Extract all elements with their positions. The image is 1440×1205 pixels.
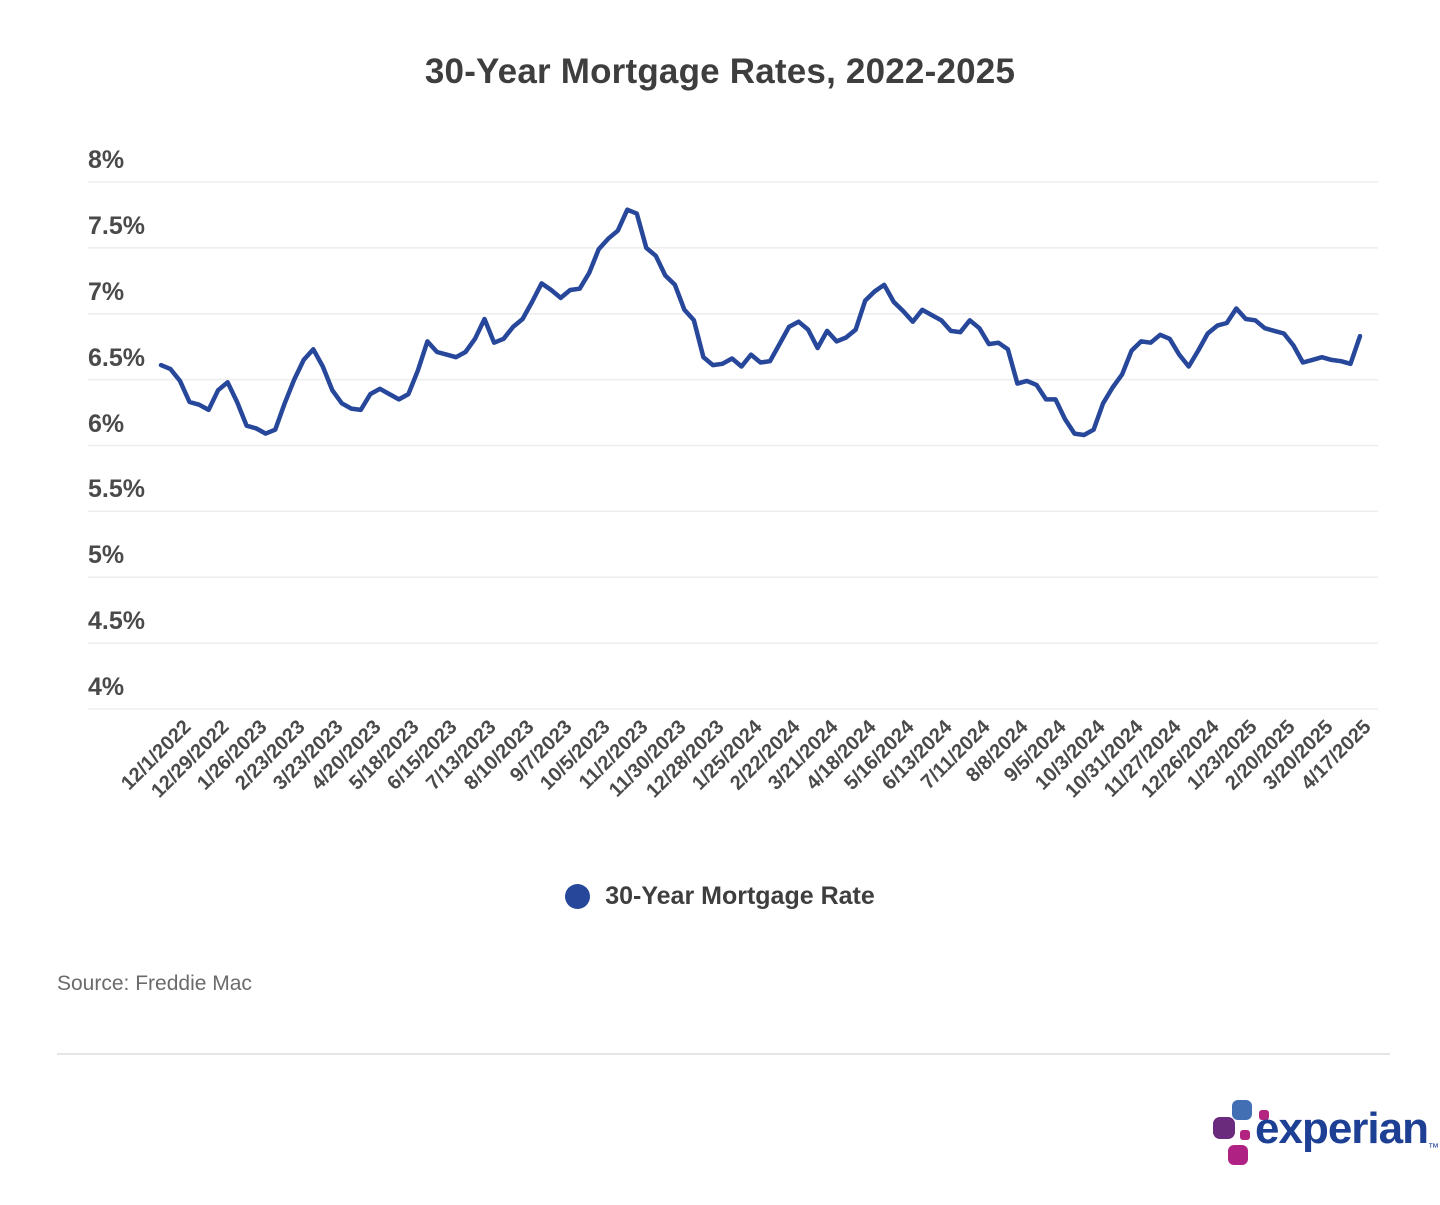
legend: 30-Year Mortgage Rate — [0, 882, 1440, 911]
logo-dot-magenta-icon — [1240, 1130, 1250, 1140]
legend-label: 30-Year Mortgage Rate — [605, 882, 875, 910]
trademark-symbol: ™ — [1427, 1142, 1439, 1154]
y-axis-label: 4% — [88, 673, 125, 701]
logo-block-purple-icon — [1213, 1117, 1235, 1139]
experian-logo: experian™ — [1213, 1092, 1439, 1172]
gridlines — [88, 181, 1378, 710]
y-axis-label: 7% — [88, 277, 125, 306]
mortgage-rate-line — [158, 207, 1363, 438]
y-axis-label: 6.5% — [88, 343, 145, 372]
brand-wordmark: experian™ — [1255, 1104, 1439, 1154]
y-axis-label: 6% — [88, 409, 125, 438]
y-axis-label: 4.5% — [88, 607, 145, 636]
y-axis-label: 7.5% — [88, 211, 145, 240]
y-axis-label: 8% — [88, 146, 125, 174]
source-note: Source: Freddie Mac — [57, 972, 252, 995]
logo-block-magenta-icon — [1228, 1145, 1248, 1165]
logo-dot-magenta-icon — [1259, 1110, 1269, 1120]
chart-title: 30-Year Mortgage Rates, 2022-2025 — [424, 52, 1016, 91]
y-axis-label: 5.5% — [88, 475, 145, 504]
legend-marker-icon — [565, 884, 591, 909]
logo-block-blue-icon — [1232, 1100, 1252, 1120]
footer-divider — [57, 1053, 1390, 1055]
y-axis-label: 5% — [88, 541, 125, 570]
